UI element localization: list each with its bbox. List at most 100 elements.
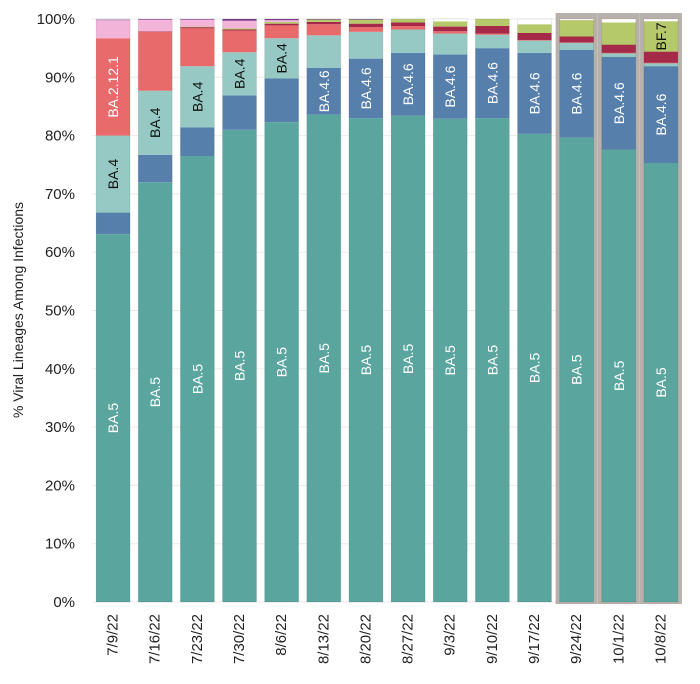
- bar-segment: [643, 51, 678, 63]
- y-tick-label: 70%: [45, 186, 75, 203]
- segment-label-ba-4-6: BA.4.6: [400, 63, 416, 105]
- bar-segment: [643, 62, 678, 64]
- bar-outline: [348, 18, 384, 603]
- bar-segment: [433, 21, 468, 27]
- bar-outline: [306, 18, 342, 603]
- bar-outline: [432, 18, 468, 603]
- bar-segment: [391, 25, 426, 30]
- bar-segment: [559, 42, 594, 50]
- x-tick-label: 7/9/22: [105, 614, 122, 656]
- bar-segment: [643, 21, 678, 52]
- bar-segment: [138, 182, 173, 603]
- bar-segment: [348, 27, 383, 32]
- bar-segment: [222, 30, 257, 53]
- bar-segment: [348, 118, 383, 603]
- bar-outline: [95, 18, 131, 603]
- bar-segment: [643, 63, 678, 67]
- y-axis: 0% 10% 20% 30% 40% 50% 60% 70% 80% 90% 100%: [37, 11, 75, 611]
- bar-segment: [559, 49, 594, 138]
- bar-segment: [643, 66, 678, 164]
- bar-segment: [180, 27, 215, 29]
- segment-label-ba-5: BA.5: [316, 343, 332, 374]
- bar-segment: [348, 19, 383, 20]
- bar-segment: [96, 135, 131, 213]
- bar-segment: [138, 31, 173, 91]
- x-tick-label: 8/20/22: [357, 614, 374, 664]
- segment-label-ba-5: BA.5: [484, 345, 500, 376]
- segment-label-ba-5: BA.5: [147, 377, 163, 408]
- segment-label-ba-5: BA.5: [653, 367, 669, 398]
- bar-segment: [306, 35, 341, 68]
- bar-segment: [348, 58, 383, 119]
- segment-label-ba-5: BA.5: [105, 403, 121, 434]
- bar-segment: [348, 19, 383, 24]
- bar-segment: [601, 149, 636, 603]
- bar-outline: [222, 18, 257, 603]
- bar-segment: [222, 20, 257, 29]
- segment-labels: BA.5 BA.4 BA.2.12.1 BA.5 BA.4 BA.5 BA.4 BA.5 BA.…: [105, 22, 669, 433]
- y-tick-label: 0%: [53, 594, 75, 611]
- bar-segment: [559, 137, 594, 602]
- segment-label-ba-4-6: BA.4.6: [569, 72, 585, 114]
- bar-segment: [222, 28, 257, 30]
- bar-segment: [601, 53, 636, 57]
- bar-segment: [264, 23, 299, 26]
- x-tick-label: 7/23/22: [189, 614, 206, 664]
- y-tick-label: 10%: [45, 536, 75, 553]
- segment-label-ba-4-6: BA.4.6: [527, 72, 543, 114]
- bar-segment: [475, 33, 510, 35]
- bar-segment: [517, 133, 552, 602]
- bar-segment: [475, 19, 510, 26]
- bar-segment: [264, 19, 299, 21]
- bar-outline: [390, 18, 426, 603]
- segment-label-ba-4-6: BA.4.6: [358, 67, 374, 109]
- segment-label-ba-5: BA.5: [611, 360, 627, 391]
- segment-label-ba-2-12-1: BA.2.12.1: [105, 56, 121, 118]
- bar-segment: [306, 21, 341, 25]
- bar-segment: [391, 52, 426, 116]
- bar-segment: [475, 118, 510, 603]
- bar-segment: [306, 67, 341, 115]
- bar-remainder: [643, 19, 678, 22]
- bar-segment: [96, 20, 131, 39]
- y-tick-label: 100%: [37, 11, 75, 28]
- bar-outline: [474, 18, 510, 603]
- bar-segment: [306, 19, 341, 20]
- bar-outline: [601, 18, 637, 603]
- bar-segment: [96, 38, 131, 136]
- segment-label-ba-5: BA.5: [232, 350, 248, 381]
- x-tick-label: 8/27/22: [400, 614, 417, 664]
- bar-remainder: [433, 19, 468, 22]
- segment-label-ba-4-6: BA.4.6: [653, 93, 669, 135]
- bar-segment: [348, 23, 383, 28]
- bar-segment: [138, 31, 173, 32]
- bar-segment: [601, 52, 636, 54]
- bar-outline: [559, 18, 595, 603]
- bar-segment: [559, 36, 594, 43]
- y-axis-title: % Viral Lineages Among Infections: [10, 202, 26, 418]
- x-tick-label: 8/13/22: [315, 614, 332, 664]
- bar-segment: [517, 32, 552, 40]
- bar-outline: [179, 18, 215, 603]
- bar-segment: [222, 129, 257, 602]
- bar-segment: [138, 19, 173, 20]
- bar-segment: [180, 19, 215, 20]
- bar-segment: [433, 54, 468, 119]
- bar-segment: [138, 19, 173, 32]
- bar-segment: [601, 44, 636, 53]
- bar-segment: [601, 56, 636, 150]
- bar-remainder: [96, 19, 131, 20]
- y-tick-label: 50%: [45, 303, 75, 320]
- bar-segment: [433, 31, 468, 34]
- bar-segment: [475, 34, 510, 49]
- bar-segment: [180, 28, 215, 67]
- bar-remainder: [559, 19, 594, 21]
- segment-label-ba-4: BA.4: [274, 43, 290, 74]
- bar-segment: [180, 66, 215, 128]
- bar-segment: [264, 78, 299, 123]
- bar-segment: [391, 22, 426, 26]
- y-tick-label: 90%: [45, 69, 75, 86]
- x-tick-label: 9/3/22: [442, 614, 459, 656]
- bar-outline: [264, 18, 300, 603]
- segment-label-ba-4-6: BA.4.6: [611, 82, 627, 124]
